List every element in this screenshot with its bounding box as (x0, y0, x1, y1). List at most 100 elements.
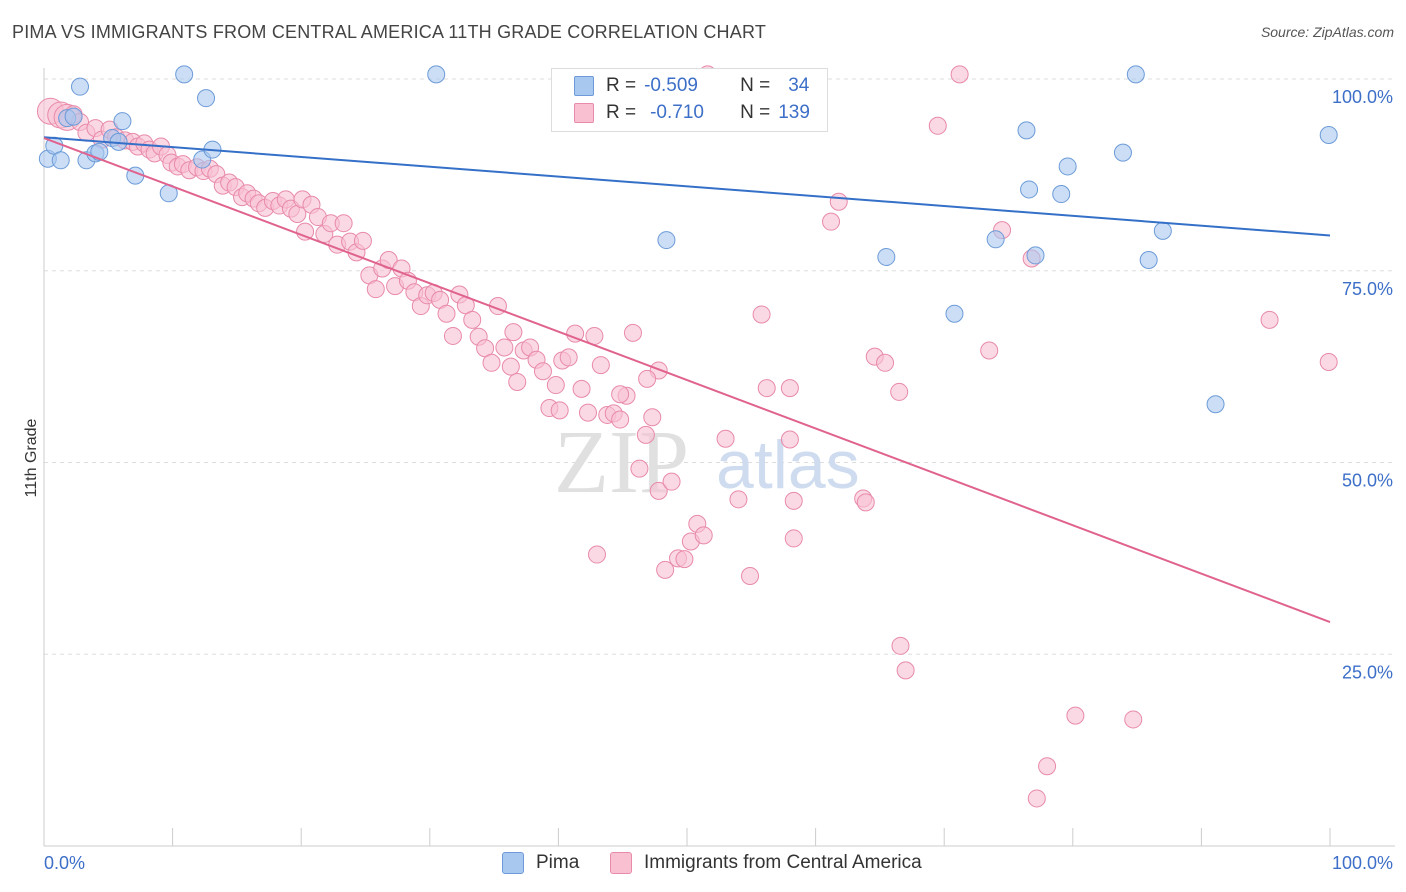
x-tick-label-max: 100.0% (1332, 853, 1393, 873)
legend-r-value: -0.509 (644, 75, 698, 96)
data-point (630, 459, 649, 478)
data-point (1113, 143, 1132, 162)
y-axis-label: 11th Grade (23, 418, 40, 497)
data-point (353, 231, 372, 250)
series-immigrants (36, 65, 1338, 808)
chart-title: PIMA VS IMMIGRANTS FROM CENTRAL AMERICA … (12, 22, 767, 42)
data-point (656, 560, 675, 579)
legend-n-value: 139 (778, 102, 810, 123)
data-point (550, 401, 569, 420)
data-point (986, 230, 1005, 249)
data-point (533, 362, 552, 381)
data-point (1319, 125, 1338, 144)
data-point (638, 369, 657, 388)
legend-n-label: N = (740, 102, 771, 123)
data-point (508, 372, 527, 391)
data-point (482, 353, 501, 372)
data-point (1206, 395, 1225, 414)
data-point (559, 348, 578, 367)
legend-swatch-pima (502, 852, 524, 874)
data-point (611, 385, 630, 404)
data-point (945, 304, 964, 323)
data-point (1153, 221, 1172, 240)
data-point (463, 310, 482, 329)
data-point (716, 429, 735, 448)
data-point (891, 636, 910, 655)
data-point (1058, 157, 1077, 176)
data-point (896, 661, 915, 680)
data-point (1020, 180, 1039, 199)
data-point (741, 567, 760, 586)
data-point (784, 491, 803, 510)
y-tick-label: 50.0% (1342, 471, 1393, 491)
data-point (591, 356, 610, 375)
data-point (1027, 789, 1046, 808)
source-label: Source: ZipAtlas.com (1260, 24, 1394, 40)
legend-row-immigrants: R = -0.710 N = 139 (574, 101, 810, 125)
data-point (504, 323, 523, 342)
legend-swatch-immigrants (610, 852, 632, 874)
trend-line-immigrants (43, 137, 1331, 623)
data-point (175, 65, 194, 84)
data-point (546, 376, 565, 395)
gridlines (44, 78, 1395, 655)
data-point (113, 112, 132, 131)
data-point (877, 247, 896, 266)
data-point (928, 116, 947, 135)
data-point (566, 324, 585, 343)
data-point (780, 430, 799, 449)
data-point (296, 222, 315, 241)
trend-line-pima (43, 136, 1331, 237)
legend-swatch-pima (574, 76, 594, 96)
data-point (1124, 710, 1143, 729)
data-point (1052, 185, 1071, 204)
data-point (623, 323, 642, 342)
data-point (636, 425, 655, 444)
y-tick-label: 75.0% (1342, 279, 1393, 299)
data-point (1260, 310, 1279, 329)
axes (43, 68, 1395, 847)
data-point (829, 192, 848, 211)
series-layer (36, 65, 1338, 808)
legend-r-value: -0.710 (650, 102, 704, 123)
data-point (64, 107, 83, 126)
series-legend: Pima Immigrants from Central America (0, 852, 1406, 878)
legend-item-immigrants[interactable]: Immigrants from Central America (610, 852, 922, 874)
data-point (675, 550, 694, 569)
legend-label-pima: Pima (536, 852, 580, 873)
legend-item-pima[interactable]: Pima (502, 852, 579, 874)
data-point (649, 481, 668, 500)
data-point (51, 151, 70, 170)
y-tick-label: 25.0% (1342, 662, 1393, 682)
data-point (427, 65, 446, 84)
legend-r-label: R = (606, 75, 637, 96)
data-point (1126, 65, 1145, 84)
legend-n-value: 34 (788, 75, 810, 96)
legend-row-pima: R = -0.509 N = 34 (574, 74, 809, 98)
data-point (572, 379, 591, 398)
data-point (1319, 353, 1338, 372)
y-tick-label: 100.0% (1332, 87, 1393, 107)
data-point (495, 338, 514, 357)
data-point (334, 214, 353, 233)
data-point (1038, 757, 1057, 776)
watermark: ZIP atlas (554, 413, 860, 512)
data-point (856, 493, 875, 512)
data-point (1017, 121, 1036, 140)
data-point (611, 410, 630, 429)
stats-legend: R = -0.509 N = 34 R = -0.710 N = 139 (551, 68, 828, 132)
data-point (980, 341, 999, 360)
data-point (1026, 246, 1045, 265)
data-point (662, 472, 681, 491)
watermark-zip: ZIP (554, 413, 689, 512)
data-point (657, 231, 676, 250)
data-point (822, 212, 841, 231)
data-point (876, 353, 895, 372)
data-point (197, 89, 216, 108)
data-point (729, 490, 748, 509)
data-point (643, 408, 662, 427)
data-point (780, 379, 799, 398)
legend-r-label: R = (606, 102, 637, 123)
data-point (1066, 706, 1085, 725)
legend-swatch-immigrants (574, 103, 594, 123)
